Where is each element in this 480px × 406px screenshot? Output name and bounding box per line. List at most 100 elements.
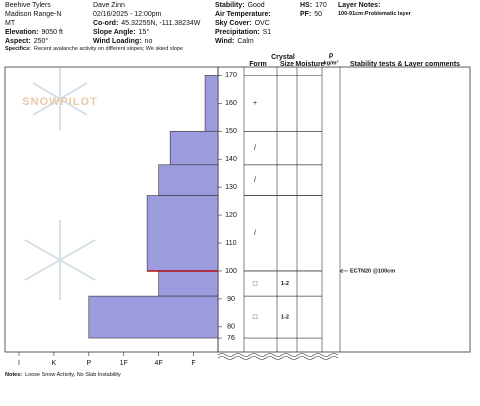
hardness-bar xyxy=(204,75,219,132)
hardness-bar xyxy=(158,270,219,297)
crystal-size: 1-2 xyxy=(281,281,289,287)
header-field: Co-ord: 45.32255N, -111.38234W xyxy=(93,20,201,27)
y-tick-label: 160 xyxy=(225,100,237,107)
crystal-form: / xyxy=(254,230,256,237)
field-value: 02/16/2025 - 12:00pm xyxy=(93,11,162,18)
x-tick-label: 4F xyxy=(155,360,163,367)
field-label: Elevation: xyxy=(5,29,38,36)
field-value: 45.32255N, -111.38234W xyxy=(121,20,201,27)
field-value: Dave Zinn xyxy=(93,2,125,9)
y-tick-label: 140 xyxy=(225,156,237,163)
column-header: Moisture xyxy=(295,61,324,68)
field-value: 170 xyxy=(315,2,327,9)
crystal-form: □ xyxy=(253,280,258,287)
field-label: PF: xyxy=(300,11,311,18)
density-header: ρ xyxy=(329,52,334,59)
header-field: 02/16/2025 - 12:00pm xyxy=(93,11,162,18)
crystal-form: / xyxy=(254,145,256,152)
field-label: HS: xyxy=(300,2,312,9)
header-field: Sky Cover: OVC xyxy=(215,20,270,27)
field-value: 9050 ft xyxy=(41,29,62,36)
field-label: Aspect: xyxy=(5,38,31,45)
field-label: Stability: xyxy=(215,2,245,9)
y-tick-label: 80 xyxy=(227,324,235,331)
y-tick-label: 150 xyxy=(225,128,237,135)
y-tick-label: 170 xyxy=(225,72,237,79)
field-label: Co-ord: xyxy=(93,20,118,27)
y-tick-label: 100 xyxy=(225,268,237,275)
logo-snowflake xyxy=(24,68,96,300)
crystal-form: / xyxy=(254,177,256,184)
test-result: ECTN20 @100cm xyxy=(350,268,395,274)
field-value: 50 xyxy=(314,11,322,18)
field-value: 100-91cm:Problematic layer xyxy=(338,11,412,17)
field-value: no xyxy=(145,38,153,45)
header-field: Precipitation: S1 xyxy=(215,29,271,36)
field-label: Specifics: xyxy=(5,46,31,52)
header-field: Specifics: Recent avalanche activity on d… xyxy=(5,46,183,52)
crystal-size: 1-2 xyxy=(281,315,289,321)
hardness-bar xyxy=(158,164,219,196)
table-columns xyxy=(243,67,341,352)
y-tick-label: 76 xyxy=(227,335,235,342)
header-field: MT xyxy=(5,20,16,27)
crystal-form: + xyxy=(253,100,257,107)
y-tick-label: 110 xyxy=(225,240,236,247)
field-label: Notes: xyxy=(5,372,22,378)
header-field: Layer Notes: xyxy=(338,2,380,9)
x-tick-label: K xyxy=(52,360,57,367)
field-label: Layer Notes: xyxy=(338,2,380,9)
y-tick-label: 90 xyxy=(227,296,235,303)
crystal-header: Crystal xyxy=(271,54,295,61)
field-value: 15° xyxy=(139,28,150,36)
field-label: Precipitation: xyxy=(215,29,260,36)
header-field: Slope Angle: 15° xyxy=(93,28,149,36)
field-label: Wind Loading: xyxy=(93,38,142,45)
header-field: Dave Zinn xyxy=(93,2,125,9)
y-tick-label: 130 xyxy=(225,184,237,191)
field-value: S1 xyxy=(263,29,272,36)
field-value: OVC xyxy=(255,20,270,27)
field-label: Slope Angle: xyxy=(93,29,136,36)
field-value: Loose Snow Activity, No Slab Instability xyxy=(25,372,121,378)
header-field: 100-91cm:Problematic layer xyxy=(338,11,412,17)
density-unit: kg/m³ xyxy=(324,59,339,66)
column-header: Size xyxy=(280,61,294,68)
test-arrow xyxy=(339,268,348,274)
header-field: Stability: Good xyxy=(215,2,265,9)
field-value: Beehive Tylers xyxy=(5,2,51,9)
hardness-bar xyxy=(169,130,219,166)
field-value: Recent avalanche activity on different s… xyxy=(34,46,183,52)
header-field: Wind Loading: no xyxy=(93,38,152,45)
x-tick-label: P xyxy=(86,360,91,367)
field-value: Madison Range-N xyxy=(5,11,61,18)
ground-symbol xyxy=(217,353,339,360)
y-tick-label: 120 xyxy=(225,212,237,219)
header-field: Aspect: 250° xyxy=(5,37,48,45)
field-value: MT xyxy=(5,20,16,27)
header-field: Air Temperature: xyxy=(215,11,271,18)
header-field: Beehive Tylers xyxy=(5,2,51,9)
header-field: Elevation: 9050 ft xyxy=(5,29,63,36)
x-tick-label: I xyxy=(18,360,20,367)
field-label: Wind: xyxy=(215,38,234,45)
field-value: Good xyxy=(248,2,265,9)
column-header: Form xyxy=(249,61,267,68)
x-tick-label: F xyxy=(191,360,195,367)
hardness-bar xyxy=(88,295,219,339)
crystal-form: □ xyxy=(253,314,258,321)
field-label: Sky Cover: xyxy=(215,20,252,27)
comments-header: Stability tests & Layer comments xyxy=(350,61,460,68)
header-field: Notes: Loose Snow Activity, No Slab Insta… xyxy=(5,372,121,378)
header-field: Madison Range-N xyxy=(5,11,61,18)
field-value: Calm xyxy=(237,38,254,45)
table-frame xyxy=(217,66,471,353)
hardness-bar xyxy=(146,195,219,272)
x-tick-label: 1F xyxy=(120,360,128,367)
header-field: PF: 50 xyxy=(300,11,322,18)
header-field: HS: 170 xyxy=(300,2,327,9)
header-field: Wind: Calm xyxy=(215,38,254,45)
field-value: 250° xyxy=(34,37,49,45)
field-label: Air Temperature: xyxy=(215,11,271,18)
